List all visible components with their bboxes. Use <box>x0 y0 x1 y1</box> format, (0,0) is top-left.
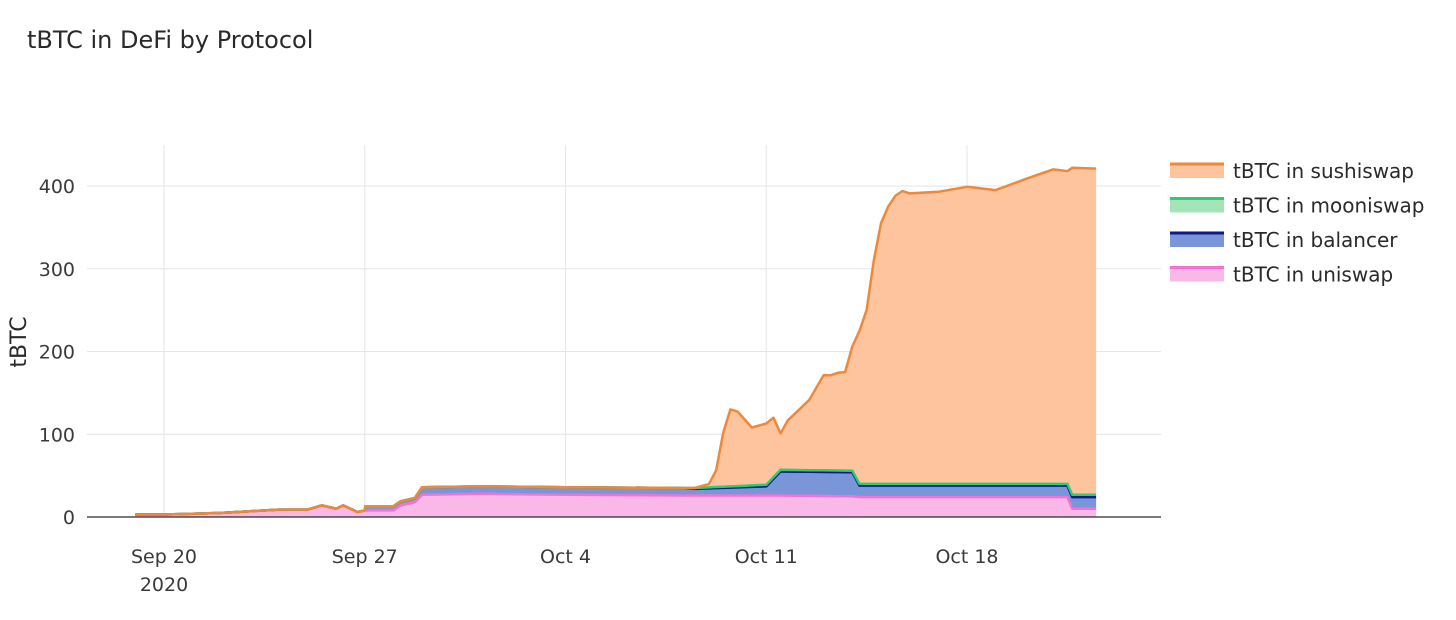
legend-swatch <box>1170 233 1224 247</box>
legend-item: tBTC in balancer <box>1170 228 1398 252</box>
legend: tBTC in sushiswap tBTC in mooniswap tBTC i… <box>1170 159 1424 287</box>
area-sushiswap <box>135 167 1097 515</box>
chart-title: tBTC in DeFi by Protocol <box>27 26 314 54</box>
legend-label: tBTC in mooniswap <box>1233 194 1424 218</box>
x-tick-label: Oct 4 <box>540 546 591 568</box>
line-sushiswap <box>135 166 1097 516</box>
area-layer <box>135 166 1097 517</box>
y-tick-label: 300 <box>39 259 75 281</box>
legend-label: tBTC in uniswap <box>1233 263 1393 287</box>
x-tick-label: Oct 18 <box>935 546 998 568</box>
axis-layer: 0 100 200 300 400 Sep 20 2020 Sep 27 Oct 4 Oct 11… <box>39 176 1161 596</box>
legend-swatch <box>1170 267 1224 282</box>
y-tick-label: 200 <box>39 342 75 364</box>
x-tick-sublabel: 2020 <box>140 574 188 596</box>
y-tick-label: 0 <box>63 507 75 529</box>
area-balancer <box>135 471 1097 515</box>
y-tick-label: 400 <box>39 176 75 198</box>
legend-label: tBTC in balancer <box>1233 228 1398 252</box>
legend-item: tBTC in mooniswap <box>1170 194 1424 218</box>
y-tick-label: 100 <box>39 424 75 446</box>
y-axis-title: tBTC <box>7 316 32 367</box>
x-tick-label: Oct 11 <box>735 546 798 568</box>
legend-item: tBTC in sushiswap <box>1170 159 1414 183</box>
legend-item: tBTC in uniswap <box>1170 263 1393 287</box>
x-tick-label: Sep 27 <box>332 546 398 568</box>
x-tick-label: Sep 20 <box>131 546 197 568</box>
legend-swatch <box>1170 198 1224 213</box>
legend-label: tBTC in sushiswap <box>1233 159 1414 183</box>
legend-swatch <box>1170 164 1224 178</box>
